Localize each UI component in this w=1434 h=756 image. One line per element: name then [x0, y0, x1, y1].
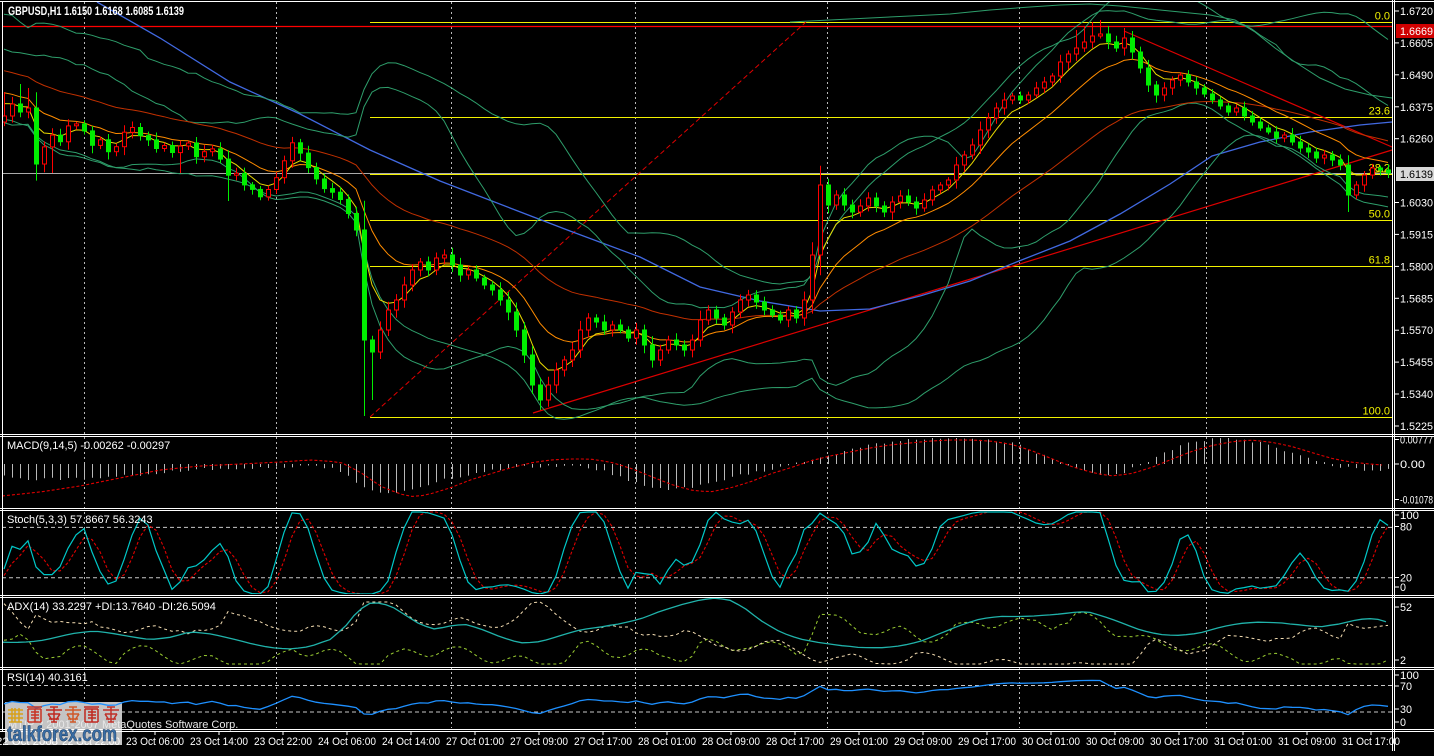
- svg-text:29 Oct 09:00: 29 Oct 09:00: [894, 736, 952, 748]
- svg-text:23.6: 23.6: [1369, 106, 1390, 118]
- svg-text:50.0: 50.0: [1369, 209, 1390, 221]
- svg-text:0: 0: [1400, 717, 1406, 729]
- svg-text:1.6669: 1.6669: [1400, 26, 1433, 38]
- svg-text:28 Oct 17:00: 28 Oct 17:00: [766, 736, 824, 748]
- svg-text:MTIP ? 2001-2007 MetaQuotes So: MTIP ? 2001-2007 MetaQuotes Software Cor…: [8, 719, 238, 731]
- svg-text:1.6720: 1.6720: [1400, 6, 1433, 18]
- svg-text:0.00: 0.00: [1400, 459, 1425, 471]
- svg-text:80: 80: [1400, 522, 1412, 534]
- svg-text:100: 100: [1400, 670, 1419, 682]
- svg-text:1.5800: 1.5800: [1400, 261, 1433, 273]
- svg-text:70: 70: [1400, 681, 1412, 693]
- svg-text:1.6030: 1.6030: [1400, 198, 1433, 210]
- svg-text:23 Oct 06:00: 23 Oct 06:00: [126, 736, 184, 748]
- svg-text:27 Oct 09:00: 27 Oct 09:00: [510, 736, 568, 748]
- svg-text:30 Oct 09:00: 30 Oct 09:00: [1086, 736, 1144, 748]
- svg-text:31 Oct 01:00: 31 Oct 01:00: [1214, 736, 1272, 748]
- svg-text:27 Oct 01:00: 27 Oct 01:00: [446, 736, 504, 748]
- svg-text:100.0: 100.0: [1362, 406, 1390, 418]
- svg-text:28 Oct 09:00: 28 Oct 09:00: [702, 736, 760, 748]
- svg-text:2: 2: [1400, 655, 1406, 667]
- svg-text:1.6260: 1.6260: [1400, 134, 1433, 146]
- svg-text:ADX(14) 33.2297 +DI:13.7640 -D: ADX(14) 33.2297 +DI:13.7640 -DI:26.5094: [7, 601, 216, 613]
- svg-text:28 Oct 01:00: 28 Oct 01:00: [638, 736, 696, 748]
- svg-text:RSI(14) 40.3161: RSI(14) 40.3161: [7, 672, 88, 684]
- svg-text:talkforex.com: talkforex.com: [7, 723, 117, 746]
- svg-text:0.0: 0.0: [1375, 11, 1390, 23]
- svg-text:Stoch(5,3,3) 57.8667 56.3243: Stoch(5,3,3) 57.8667 56.3243: [7, 514, 153, 526]
- svg-text:30: 30: [1400, 704, 1412, 716]
- svg-text:GBPUSD,H1 1.6150 1.6168 1.608: GBPUSD,H1 1.6150 1.6168 1.6085 1.6139: [8, 4, 184, 18]
- svg-text:22 Oct 22:00: 22 Oct 22:00: [62, 736, 120, 748]
- svg-text:-0.01078: -0.01078: [1400, 495, 1433, 507]
- svg-text:1.5915: 1.5915: [1400, 229, 1433, 241]
- svg-text:20: 20: [1400, 573, 1412, 585]
- svg-text:24 Oct 06:00: 24 Oct 06:00: [318, 736, 376, 748]
- svg-text:31 Oct 17:00: 31 Oct 17:00: [1342, 736, 1400, 748]
- svg-text:1.6605: 1.6605: [1400, 38, 1433, 50]
- svg-text:23 Oct 22:00: 23 Oct 22:00: [254, 736, 312, 748]
- svg-text:1.5685: 1.5685: [1400, 293, 1433, 305]
- svg-text:1.6375: 1.6375: [1400, 102, 1433, 114]
- svg-text:31 Oct 09:00: 31 Oct 09:00: [1278, 736, 1336, 748]
- svg-text:27 Oct 17:00: 27 Oct 17:00: [574, 736, 632, 748]
- svg-text:1.6139: 1.6139: [1400, 169, 1433, 181]
- svg-text:1.5570: 1.5570: [1400, 325, 1433, 337]
- svg-text:100: 100: [1400, 510, 1419, 522]
- svg-text:23 Oct 14:00: 23 Oct 14:00: [190, 736, 248, 748]
- svg-text:0: 0: [1400, 582, 1406, 594]
- svg-text:1.5225: 1.5225: [1400, 421, 1433, 433]
- svg-text:29 Oct 01:00: 29 Oct 01:00: [830, 736, 888, 748]
- svg-text:0.00777: 0.00777: [1400, 435, 1433, 447]
- svg-text:24 Oct 14:00: 24 Oct 14:00: [382, 736, 440, 748]
- svg-text:MACD(9,14,5) -0.00262 -0.00297: MACD(9,14,5) -0.00262 -0.00297: [7, 440, 170, 452]
- svg-text:30 Oct 01:00: 30 Oct 01:00: [1022, 736, 1080, 748]
- svg-text:29 Oct 17:00: 29 Oct 17:00: [958, 736, 1016, 748]
- svg-text:1.5455: 1.5455: [1400, 357, 1433, 369]
- svg-text:1.5340: 1.5340: [1400, 389, 1433, 401]
- svg-text:61.8: 61.8: [1369, 255, 1390, 267]
- svg-text:1.6490: 1.6490: [1400, 70, 1433, 82]
- svg-text:52: 52: [1400, 602, 1412, 614]
- svg-text:30 Oct 17:00: 30 Oct 17:00: [1150, 736, 1208, 748]
- svg-text:22 Oct 2008: 22 Oct 2008: [0, 736, 58, 748]
